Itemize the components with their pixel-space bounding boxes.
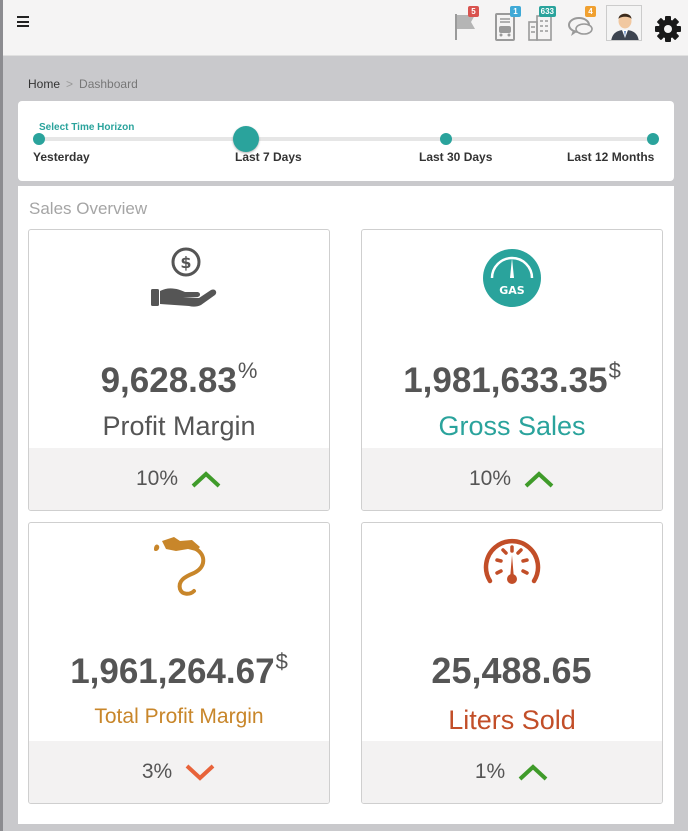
profit-margin-unit: % — [237, 358, 258, 383]
gross-sales-footer: 10% — [362, 448, 662, 510]
liters-sold-change: 1% — [474, 760, 506, 783]
option-last-7-days[interactable]: Last 7 Days — [235, 150, 302, 164]
time-horizon-track[interactable] — [40, 137, 654, 141]
building-badge: 633 — [538, 6, 556, 17]
gross-sales-unit: $ — [608, 358, 621, 383]
car-wash-notifications-button[interactable]: 1 — [491, 6, 521, 42]
speedometer-icon — [483, 538, 541, 584]
liters-sold-card[interactable]: 25,488.65 Liters Sold 1% — [361, 522, 663, 804]
chat-icon — [568, 17, 593, 36]
time-horizon-stop-yesterday[interactable] — [33, 133, 45, 145]
svg-text:GAS: GAS — [499, 284, 525, 297]
total-profit-margin-label: Total Profit Margin — [94, 705, 264, 728]
sales-overview-panel: Sales Overview $ 9,628.83% Profit Margin… — [18, 186, 674, 824]
chat-notifications-button[interactable]: 4 — [566, 6, 596, 42]
flag-icon — [455, 14, 475, 40]
breadcrumb-home-link[interactable]: Home — [28, 77, 61, 91]
option-last-30-days[interactable]: Last 30 Days — [419, 150, 493, 164]
trend-down-icon — [185, 764, 215, 781]
gross-sales-value: 1,981,633.35$ — [403, 358, 621, 400]
flag-notifications-button[interactable]: 5 — [449, 6, 479, 42]
time-horizon-panel: Select Time Horizon Yesterday Last 7 Day… — [18, 101, 674, 181]
time-horizon-stop-12-months[interactable] — [647, 133, 659, 145]
fuel-nozzle-icon — [154, 537, 206, 596]
left-edge — [0, 0, 3, 831]
liters-sold-footer: 1% — [362, 741, 662, 803]
profit-margin-change: 10% — [135, 467, 179, 490]
profit-margin-footer: 10% — [29, 448, 329, 510]
time-horizon-title: Select Time Horizon — [39, 122, 135, 133]
total-profit-margin-change: 3% — [141, 760, 173, 783]
option-last-12-months[interactable]: Last 12 Months — [567, 150, 655, 164]
car-wash-badge: 1 — [510, 6, 521, 17]
settings-gear-button[interactable] — [653, 14, 683, 44]
svg-text:$: $ — [180, 253, 191, 272]
chat-badge: 4 — [585, 6, 596, 17]
total-profit-margin-card[interactable]: 1,961,264.67$ Total Profit Margin 3% — [28, 522, 330, 804]
sales-overview-title: Sales Overview — [29, 199, 148, 218]
total-profit-margin-value: 1,961,264.67$ — [70, 649, 288, 691]
gross-sales-card[interactable]: GAS 1,981,633.35$ Gross Sales 10% — [361, 229, 663, 511]
breadcrumb-separator: > — [66, 77, 74, 91]
time-horizon-handle[interactable] — [233, 126, 259, 152]
building-notifications-button[interactable]: 633 — [525, 6, 559, 42]
hamburger-menu-icon[interactable] — [17, 16, 31, 30]
time-horizon-stop-30-days[interactable] — [440, 133, 452, 145]
profit-margin-label: Profit Margin — [102, 411, 256, 441]
user-avatar[interactable] — [606, 5, 642, 41]
liters-sold-label: Liters Sold — [448, 705, 576, 735]
car-wash-icon — [495, 13, 515, 41]
trend-up-icon — [524, 471, 554, 488]
hand-coin-icon: $ — [151, 247, 217, 307]
trend-up-icon — [518, 764, 548, 781]
top-bar: 5 1 633 4 — [3, 0, 688, 56]
gross-sales-change: 10% — [468, 467, 512, 490]
user-avatar-icon — [607, 6, 641, 40]
option-yesterday[interactable]: Yesterday — [33, 150, 90, 164]
flag-badge: 5 — [468, 6, 479, 17]
trend-up-icon — [191, 471, 221, 488]
breadcrumb-current: Dashboard — [79, 77, 138, 91]
profit-margin-card[interactable]: $ 9,628.83% Profit Margin 10% — [28, 229, 330, 511]
total-profit-margin-unit: $ — [275, 649, 288, 674]
liters-sold-value: 25,488.65 — [431, 650, 592, 691]
breadcrumb: Home > Dashboard — [28, 77, 138, 91]
total-profit-margin-footer: 3% — [29, 741, 329, 803]
gear-icon — [655, 16, 681, 42]
gas-gauge-icon: GAS — [483, 249, 541, 307]
profit-margin-value: 9,628.83% — [100, 358, 258, 400]
gross-sales-label: Gross Sales — [438, 411, 586, 441]
